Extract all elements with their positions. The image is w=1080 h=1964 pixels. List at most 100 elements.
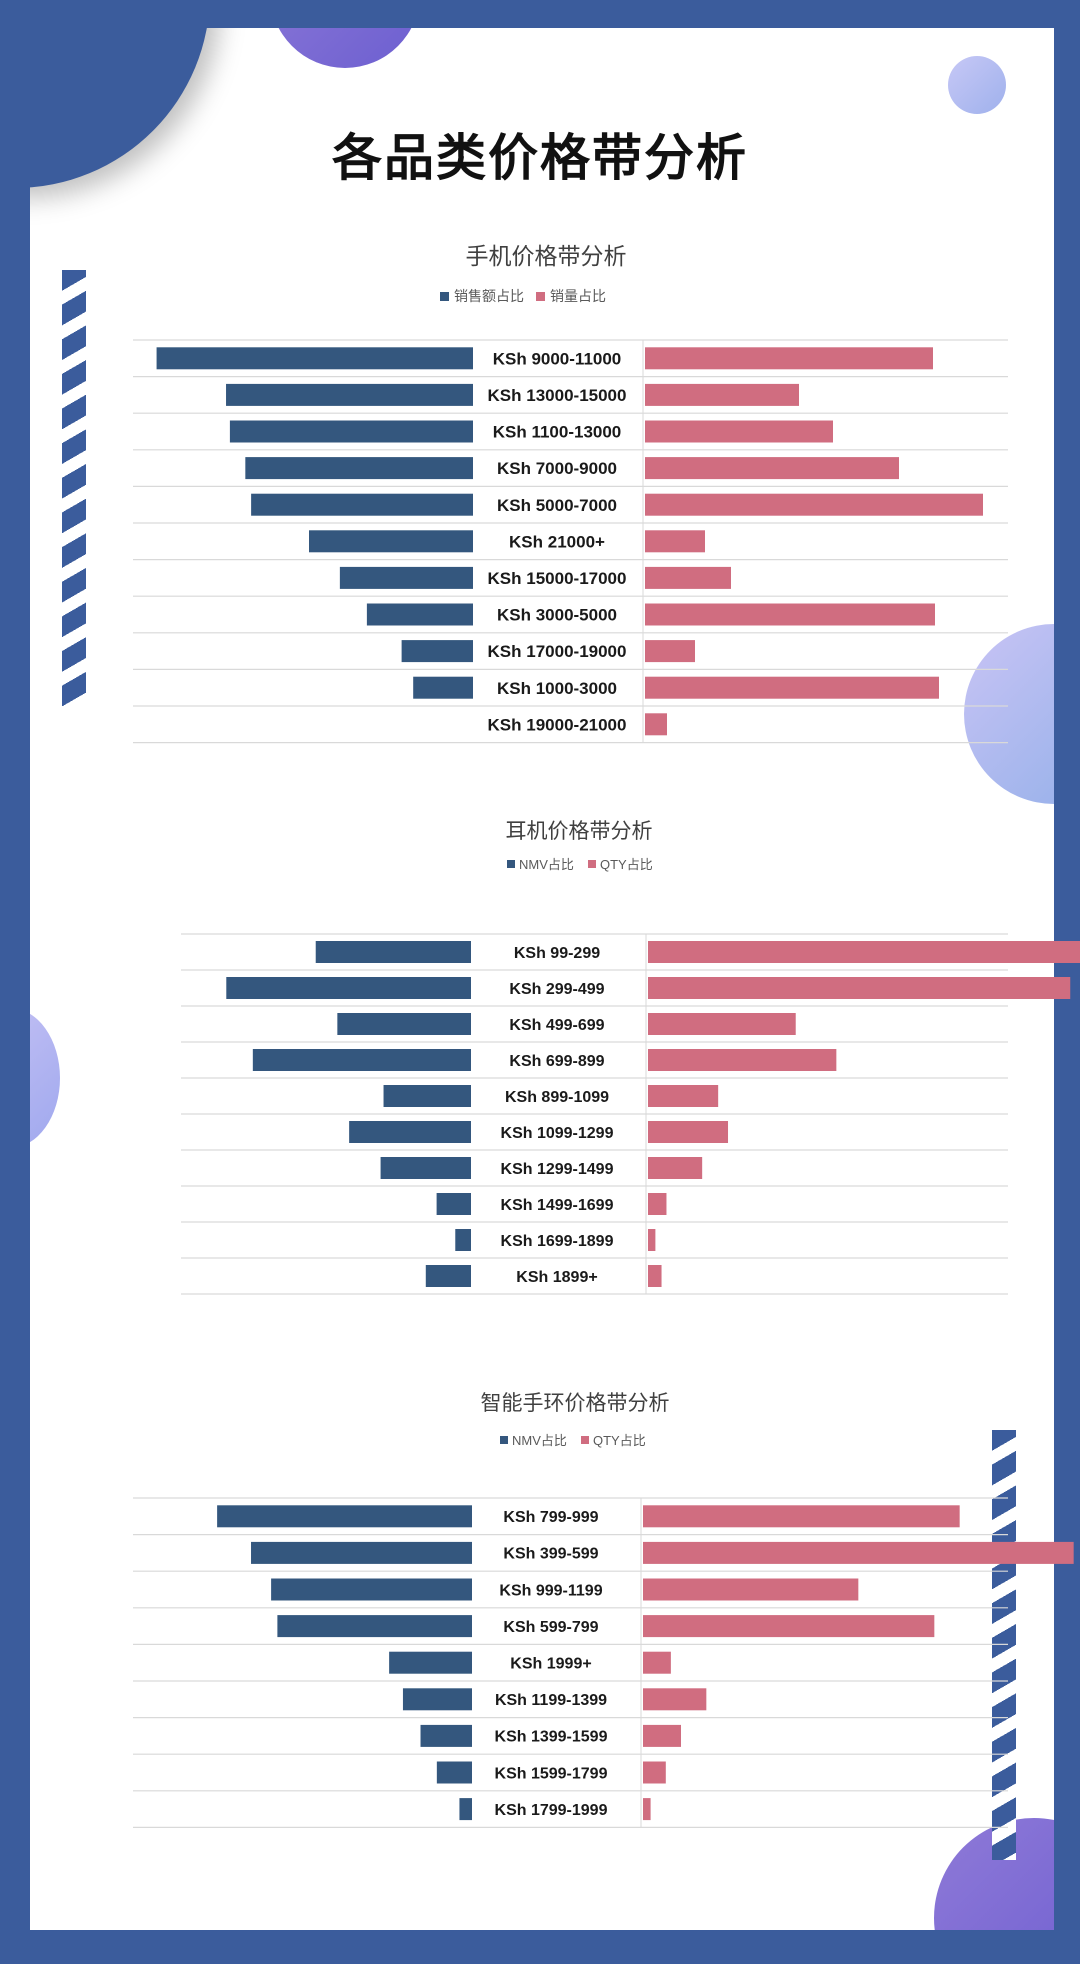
plot-area: KSh 99-299 KSh 299-499 KSh 499-699 KSh 699-… [181,933,1080,1295]
bar-left [401,640,473,663]
category-label: KSh 499-699 [509,1017,604,1034]
bar-left [309,530,473,553]
bar-left [271,1578,472,1601]
bar-right [648,1085,719,1107]
category-label: KSh 19000-21000 [488,715,627,734]
bar-right [645,347,933,370]
page-title: 各品类价格带分析 [332,129,748,187]
category-label: KSh 1000-3000 [497,679,617,698]
chart-smartband: 智能手环价格带分析 NMV占比 QTY占比 KSh 799-999 KSh 399… [133,1392,1074,1828]
category-label: KSh 1099-1299 [501,1125,614,1142]
bar-left [337,1013,471,1035]
category-label: KSh 399-599 [503,1546,598,1563]
category-label: KSh 1499-1699 [501,1197,614,1214]
chart-title: 手机价格带分析 [466,243,627,269]
bar-right [645,713,667,736]
bar-right [643,1688,707,1711]
bar-right [648,1049,837,1071]
category-label: KSh 13000-15000 [488,386,627,405]
bar-left [315,941,471,963]
bar-left [389,1651,472,1674]
category-label: KSh 99-299 [514,945,600,962]
bar-left [436,1761,472,1784]
legend-label-left: 销售额占比 [454,288,524,304]
bar-left [226,383,473,406]
legend-label-left: NMV占比 [512,1433,567,1448]
bar-left [436,1193,471,1215]
legend-swatch-right [588,860,596,868]
bar-left [252,1049,471,1071]
bar-right [643,1505,960,1528]
category-label: KSh 799-999 [503,1509,598,1526]
bar-right [645,566,731,589]
bar-right [643,1578,859,1601]
category-label: KSh 599-799 [503,1619,598,1636]
legend-label-right: QTY占比 [593,1433,646,1448]
bar-right [645,530,705,553]
bar-left [366,603,473,626]
bar-right [645,420,833,443]
bar-left [277,1615,472,1638]
category-label: KSh 1100-13000 [493,423,622,442]
category-label: KSh 899-1099 [505,1089,609,1106]
legend-swatch-left [507,860,515,868]
category-label: KSh 7000-9000 [497,459,617,478]
bar-right [648,977,1071,999]
legend-swatch-right [581,1436,589,1444]
legend: NMV占比 QTY占比 [500,1433,646,1448]
bar-left [455,1229,471,1251]
bar-right [645,383,799,406]
category-label: KSh 1299-1499 [501,1161,614,1178]
bar-right [645,603,935,626]
bar-right [643,1651,671,1674]
legend-label-left: NMV占比 [519,857,574,872]
bar-right [648,1265,662,1287]
bar-left [156,347,473,370]
bar-right [648,1013,796,1035]
category-label: KSh 3000-5000 [497,606,617,625]
category-label: KSh 1799-1999 [495,1802,608,1819]
bar-left [459,1798,472,1821]
plot-area: KSh 9000-11000 KSh 13000-15000 KSh 1100-13… [133,339,1008,744]
chart-title: 耳机价格带分析 [506,820,653,843]
category-label: KSh 1599-1799 [495,1765,608,1782]
bar-left [349,1121,471,1143]
category-label: KSh 1899+ [516,1269,597,1286]
bar-left [380,1157,471,1179]
bar-left [339,566,473,589]
legend-swatch-left [500,1436,508,1444]
category-label: KSh 699-899 [509,1053,604,1070]
legend-label-right: 销量占比 [550,288,606,304]
chart-earphone: 耳机价格带分析 NMV占比 QTY占比 KSh 99-299 KSh 299-49… [181,820,1080,1295]
bar-right [645,676,939,699]
bar-left [229,420,473,443]
bar-right [648,1121,729,1143]
bar-right [645,640,695,663]
bar-right [645,493,983,516]
legend: NMV占比 QTY占比 [507,857,653,872]
category-label: KSh 1999+ [510,1655,591,1672]
category-label: KSh 1399-1599 [495,1729,608,1746]
decor-circle [948,56,1006,114]
category-label: KSh 5000-7000 [497,496,617,515]
bar-left [217,1505,472,1528]
category-label: KSh 999-1199 [499,1582,602,1599]
legend-swatch-left [440,292,449,301]
bar-left [245,457,473,480]
legend-swatch-right [536,292,545,301]
category-label: KSh 15000-17000 [488,569,627,588]
bar-right [643,1615,935,1638]
bar-left [420,1724,472,1747]
bar-left [251,1541,472,1564]
bar-left [251,493,473,516]
bar-left [383,1085,471,1107]
bar-left [413,676,473,699]
category-label: KSh 9000-11000 [493,349,622,368]
bar-right [648,941,1080,963]
legend-label-right: QTY占比 [600,857,653,872]
decor-stripes [62,270,86,706]
chart-phone: 手机价格带分析 销售额占比 销量占比 KSh 9000-11000 KSh 130… [133,243,1008,744]
category-label: KSh 299-499 [509,981,604,998]
bar-left [226,977,471,999]
bar-right [643,1798,651,1821]
